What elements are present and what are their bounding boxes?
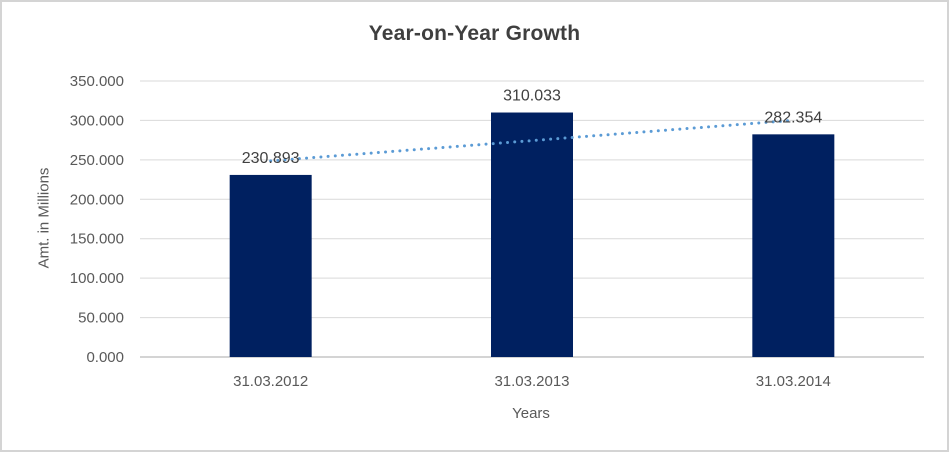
y-tick-label: 50.000 (78, 310, 124, 327)
category-label: 31.03.2013 (494, 373, 569, 390)
data-label: 230.893 (242, 150, 300, 167)
y-tick-label: 150.000 (70, 231, 124, 248)
trendline (269, 118, 795, 163)
y-tick-label: 100.000 (70, 270, 124, 287)
data-label: 282.354 (764, 109, 822, 126)
bar (491, 112, 573, 357)
y-tick-label: 250.000 (70, 152, 124, 169)
data-label: 310.033 (503, 88, 561, 105)
y-tick-label: 300.000 (70, 112, 124, 129)
category-label: 31.03.2014 (756, 373, 831, 390)
category-label: 31.03.2012 (233, 373, 308, 390)
y-tick-label: 350.000 (70, 73, 124, 90)
x-axis-title: Years (512, 405, 550, 422)
y-tick-label: 0.000 (86, 349, 124, 366)
bar (229, 174, 312, 357)
chart-title: Year-on-Year Growth (368, 22, 581, 45)
y-tick-label: 200.000 (70, 191, 124, 208)
bar (752, 134, 835, 357)
